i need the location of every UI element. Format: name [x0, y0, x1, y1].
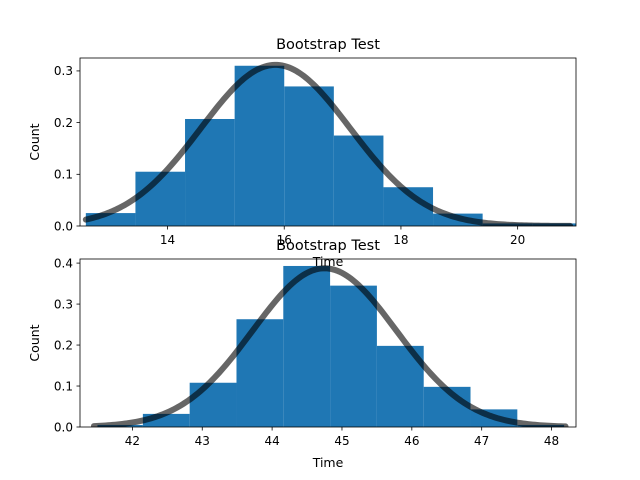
x-tick-label: 45 — [334, 434, 349, 448]
axes-frame — [79, 258, 577, 428]
histogram-bar — [284, 86, 334, 226]
x-tick-label: 20 — [510, 233, 525, 247]
fitted-normal-curve — [82, 61, 574, 226]
x-tick-label: 47 — [474, 434, 489, 448]
y-tick-label: 0.2 — [54, 116, 73, 130]
y-axis-label: Count — [27, 123, 42, 160]
chart-title: Bootstrap Test — [276, 37, 380, 53]
x-tick-label: 48 — [544, 434, 559, 448]
x-tick-label: 42 — [125, 434, 140, 448]
x-tick-label: 46 — [404, 434, 419, 448]
x-tick-label: 14 — [160, 233, 175, 247]
bottom-histogram-panel: 42 43 44 45 46 47 48 0.0 0.1 0.2 0.3 0.4 Bootstrap T… — [27, 238, 577, 470]
y-tick-label: 0.1 — [54, 379, 73, 393]
y-tick-label: 0.2 — [54, 338, 73, 352]
histogram-bar — [236, 319, 284, 427]
axes-frame — [79, 57, 577, 227]
y-tick-label: 0.0 — [54, 420, 73, 434]
histogram-bar — [189, 382, 237, 427]
fitted-normal-curve — [90, 265, 569, 427]
x-axis-label: Time — [312, 254, 344, 269]
histogram-bar — [333, 135, 384, 226]
y-tick-label: 0.3 — [54, 297, 73, 311]
y-tick-label: 0.0 — [54, 219, 73, 233]
histogram-bar — [283, 265, 331, 427]
x-tick-label: 16 — [277, 233, 292, 247]
chart-title: Bootstrap Test — [276, 238, 380, 254]
y-tick-label: 0.3 — [54, 64, 73, 78]
x-axis-label: Time — [312, 455, 344, 470]
x-tick-label: 18 — [393, 233, 408, 247]
x-tick-label: 43 — [195, 434, 210, 448]
histogram-bar — [330, 285, 377, 427]
x-tick-label: 44 — [264, 434, 279, 448]
y-tick-label: 0.4 — [54, 256, 73, 270]
histogram-bar — [234, 65, 285, 226]
y-tick-label: 0.1 — [54, 168, 73, 182]
y-axis-label: Count — [27, 324, 42, 361]
